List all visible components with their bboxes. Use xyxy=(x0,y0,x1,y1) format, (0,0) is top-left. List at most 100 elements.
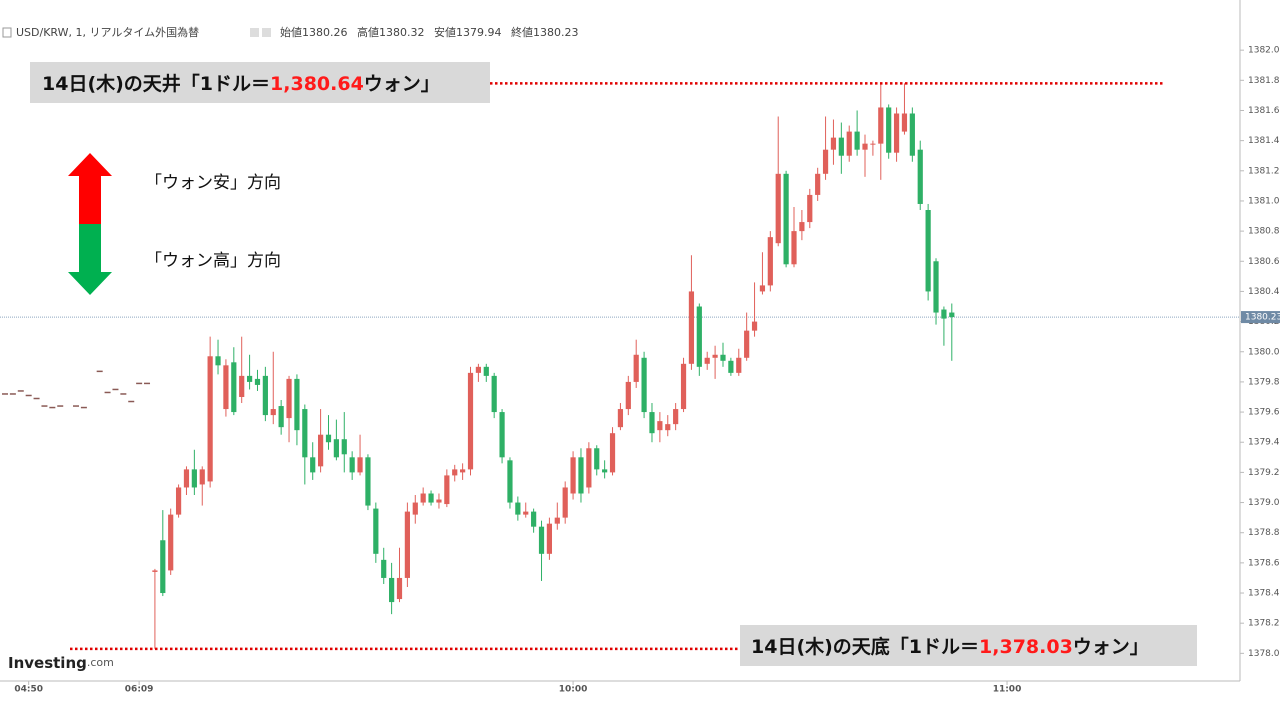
x-tick-label: 11:00 xyxy=(993,685,1022,695)
ohlc: 始値1380.26 高値1380.32 安値1379.94 終値1380.23 xyxy=(280,25,579,39)
candle-body xyxy=(688,291,695,364)
candle-body xyxy=(657,421,663,431)
candle-body xyxy=(325,434,332,443)
candle-body xyxy=(846,131,852,156)
candle-body xyxy=(349,457,355,473)
annotation-box xyxy=(740,625,1197,666)
annotation-value: 1,380.64 xyxy=(270,73,364,95)
collapse-icon xyxy=(2,27,12,38)
candle-body xyxy=(191,469,197,488)
y-tick-label: 1381.20 xyxy=(1248,166,1280,176)
annotation-suffix: ウォン」 xyxy=(364,73,440,95)
candle-body xyxy=(704,357,710,364)
candle-body xyxy=(941,309,947,319)
annotation-prefix: 14日(木)の天底「1ドル＝ xyxy=(751,635,979,658)
y-tick-label: 1379.60 xyxy=(1248,408,1280,418)
candle-body xyxy=(452,469,458,476)
candle-body xyxy=(720,354,726,361)
annotation-prefix: 14日(木)の天井「1ドル＝ xyxy=(42,72,270,95)
candle-body xyxy=(578,457,584,494)
candle-body xyxy=(436,499,442,503)
candle-body xyxy=(183,469,190,488)
candle-body xyxy=(878,107,884,144)
icon xyxy=(250,28,259,37)
candle-body xyxy=(373,508,379,554)
up-label: 「ウォン安」方向 xyxy=(145,173,281,193)
y-tick-label: 1380.00 xyxy=(1248,347,1280,357)
candle-body xyxy=(925,210,931,292)
ohlc-value: 1380.23 xyxy=(533,26,579,39)
candle-body xyxy=(602,469,608,473)
ohlc-label: 安値 xyxy=(434,25,456,39)
candle-body xyxy=(625,381,631,410)
y-tick-label: 1378.40 xyxy=(1248,589,1280,599)
candle-body xyxy=(357,457,363,473)
candle-body xyxy=(759,285,766,292)
symbol: USD/KRW, 1, リアルタイム外国為替 xyxy=(16,25,199,39)
candle-body xyxy=(775,173,781,244)
y-tick-label: 1381.40 xyxy=(1248,136,1280,146)
candle-body xyxy=(396,577,403,600)
y-tick-label: 1382.00 xyxy=(1248,46,1280,56)
candle-body xyxy=(254,378,261,385)
candle-body xyxy=(633,354,639,382)
direction-legend: 「ウォン安」方向 「ウォン高」方向 xyxy=(68,153,281,295)
candle-body xyxy=(886,107,892,153)
candle-body xyxy=(673,409,679,425)
y-tick-label: 1380.60 xyxy=(1248,257,1280,267)
ohlc-value: 1379.94 xyxy=(456,26,502,39)
candle-body xyxy=(467,372,474,470)
candle-body xyxy=(538,526,545,554)
y-tick-label: 1378.00 xyxy=(1248,649,1280,659)
y-tick-label: 1380.40 xyxy=(1248,287,1280,297)
candle-body xyxy=(617,409,624,428)
candle-body xyxy=(901,113,908,132)
candle-body xyxy=(822,149,829,174)
candle-body xyxy=(893,113,900,153)
logo: Investing.com xyxy=(8,654,114,672)
candle-body xyxy=(665,424,671,431)
ohlc-label: 終値 xyxy=(511,25,533,39)
last-price-label: 1380.23 xyxy=(1245,313,1280,323)
y-tick-label: 1378.20 xyxy=(1248,619,1280,629)
candle-body xyxy=(294,378,300,431)
candle-body xyxy=(736,357,742,373)
candle-body xyxy=(949,312,955,318)
up-arrow xyxy=(68,153,112,224)
candle-body xyxy=(246,375,253,382)
y-tick-label: 1381.60 xyxy=(1248,106,1280,116)
candle-body xyxy=(791,231,797,265)
candle-body xyxy=(428,493,434,503)
candle-body xyxy=(231,362,237,413)
bottom-annotation: 14日(木)の天底「1ドル＝1,378.03ウォン」 xyxy=(740,625,1197,666)
candle-body xyxy=(215,356,221,366)
candle-body xyxy=(223,365,229,410)
candle-body xyxy=(751,321,758,331)
candle-body xyxy=(909,113,915,156)
logo-suffix: .com xyxy=(87,656,114,669)
candle-body xyxy=(499,412,505,458)
candle-body xyxy=(491,375,497,413)
ohlc-label: 始値 xyxy=(280,25,302,39)
candle-body xyxy=(404,511,410,578)
ohlc-value: 1380.26 xyxy=(302,26,348,39)
annotation-value: 1,378.03 xyxy=(979,636,1073,658)
icon xyxy=(262,28,271,37)
candle-body xyxy=(420,493,426,503)
annotation-suffix: ウォン」 xyxy=(1073,636,1149,658)
candle-body xyxy=(483,366,489,376)
y-tick-label: 1381.80 xyxy=(1248,76,1280,86)
last-price-box xyxy=(1241,311,1280,324)
candle-body xyxy=(712,354,718,358)
candle-body xyxy=(744,330,750,358)
down-arrow xyxy=(68,224,112,295)
y-tick-label: 1378.80 xyxy=(1248,528,1280,538)
annotation-text: 14日(木)の天井「1ドル＝1,380.64ウォン」 xyxy=(42,72,440,95)
candle-body xyxy=(917,149,923,204)
candle-body xyxy=(594,448,600,470)
candle-body xyxy=(641,357,647,413)
logo-name: Investing xyxy=(8,654,87,672)
candle-body xyxy=(318,434,324,467)
candle-body xyxy=(389,577,395,603)
